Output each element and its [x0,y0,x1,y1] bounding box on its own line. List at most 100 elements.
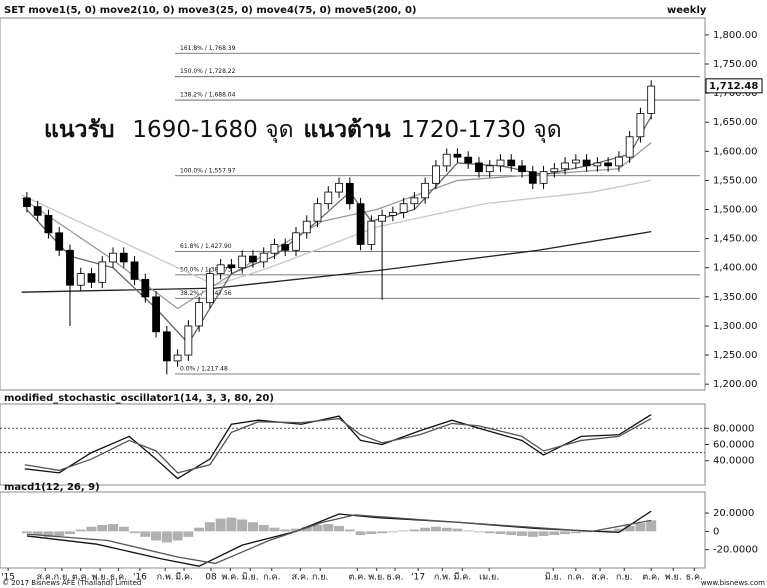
fib-label: 50.0% / 1,387.73 [180,266,232,273]
candle-body [582,159,591,167]
y-tick-label: 60.0000 [713,440,754,451]
histogram-bar [323,524,334,532]
candle-body [345,182,354,205]
histogram-bar [226,517,237,532]
candle-body [647,85,656,114]
candle-body [399,203,408,213]
candle-body [432,165,440,184]
x-tick-label: มิ.ย. [545,572,562,583]
histogram-bar [398,530,409,532]
histogram-bar [377,531,388,534]
candle-body [604,162,613,167]
x-tick-label: ต.ค. [642,573,660,583]
plot-area: 1,200.00 1,250.00 1,300.00 1,350.00 1,400.00… [0,30,763,583]
histogram-bar [194,527,205,532]
candle-body [152,296,160,333]
histogram-bar [258,524,269,532]
histogram-bar [140,531,151,537]
histogram-bar [420,527,431,532]
histogram-bar [108,524,119,532]
candle-body [87,273,96,283]
line [26,514,652,565]
y-tick-label: 1,500.00 [713,205,758,216]
macd-panel [0,491,706,569]
y-tick-label: -20.0000 [713,545,758,556]
x-tick-label: ก.ย. [616,573,632,583]
candle-body [539,171,548,184]
x-tick-label: '17 [411,573,425,583]
candle-body [614,156,623,167]
x-tick-label: ส.ค. [591,573,608,583]
histogram-bar [280,529,291,532]
histogram-bar [151,531,162,541]
last-price-box [705,78,763,94]
histogram-bar [495,531,506,535]
histogram-bar [312,524,323,532]
candle-body [507,159,516,167]
candle-body [571,159,580,164]
candle-body [636,113,645,138]
histogram-bar [527,531,538,537]
macd-title: macd1(12, 26, 9) [4,482,100,493]
candle-body [475,162,483,173]
candle-body [162,331,171,362]
candle-body [227,264,236,269]
x-tick-label: ธ.ค. [110,573,127,583]
last-price-label: 1,712.48 [709,81,758,92]
histogram-bar [517,531,528,536]
x-tick-label: พ.ค. [221,573,239,583]
histogram-bar [269,527,280,532]
histogram-bar [215,518,226,532]
y-tick-label: 1,300.00 [713,321,758,332]
fib-label: 138.2% / 1,688.04 [180,92,236,99]
histogram-bar [21,531,32,534]
annotation: แนวรับ 1690-1680 จุด แนวต้าน 1720-1730 จุด [44,117,562,143]
histogram-bar [441,527,452,532]
candle-body [625,136,634,158]
histogram-bar [624,525,635,532]
histogram-bar [387,531,398,533]
histogram-bar [635,523,646,532]
histogram-bar [334,525,345,532]
candle-body [66,249,74,286]
fib-label: 38.2% / 1,347.56 [180,290,232,297]
histogram-bar [43,531,54,537]
histogram-bar [161,531,172,543]
histogram-bar [463,530,474,532]
header-title: SET move1(5, 0) move2(10, 0) move3(25, 0… [4,5,416,16]
x-tick-label: ธ.ค. [686,573,703,583]
y-tick-label: 1,650.00 [713,117,758,128]
candle-body [388,212,397,216]
histogram-bar [344,529,355,532]
x-tick-label: ต.ค. [349,573,367,583]
candle-body [195,302,204,327]
candle-body [335,182,343,193]
y-tick-label: 20.0000 [713,508,754,519]
candle-body [518,165,526,173]
histogram-bar [473,531,484,533]
y-tick-label: 1,250.00 [713,350,758,361]
x-tick-label: ส.ค. [37,573,54,583]
candle-body [453,153,462,158]
candle-body [485,165,494,173]
histogram-bar [54,531,65,536]
fib-label: 100.0% / 1,557.97 [180,167,236,174]
histogram-bar [452,528,463,532]
y-tick-label: 1,700.00 [713,88,758,99]
candle-body [410,197,419,205]
candle-body [593,162,602,167]
histogram-bar [646,520,657,532]
x-tick-label: 08 [205,573,217,583]
fib-label: 0.0% / 1,217.48 [180,366,228,373]
support-label: แนวรับ [44,117,114,143]
candle-body [184,325,193,356]
histogram-bar [484,531,495,534]
support-range: 1690-1680 จุด [132,117,293,143]
histogram-bar [409,529,420,532]
footer-right: www.bisnews.com [701,579,765,587]
candle-body [249,255,257,263]
candle-body [324,191,333,205]
resistance-label: แนวต้าน [304,117,391,143]
candle-body [270,244,279,254]
